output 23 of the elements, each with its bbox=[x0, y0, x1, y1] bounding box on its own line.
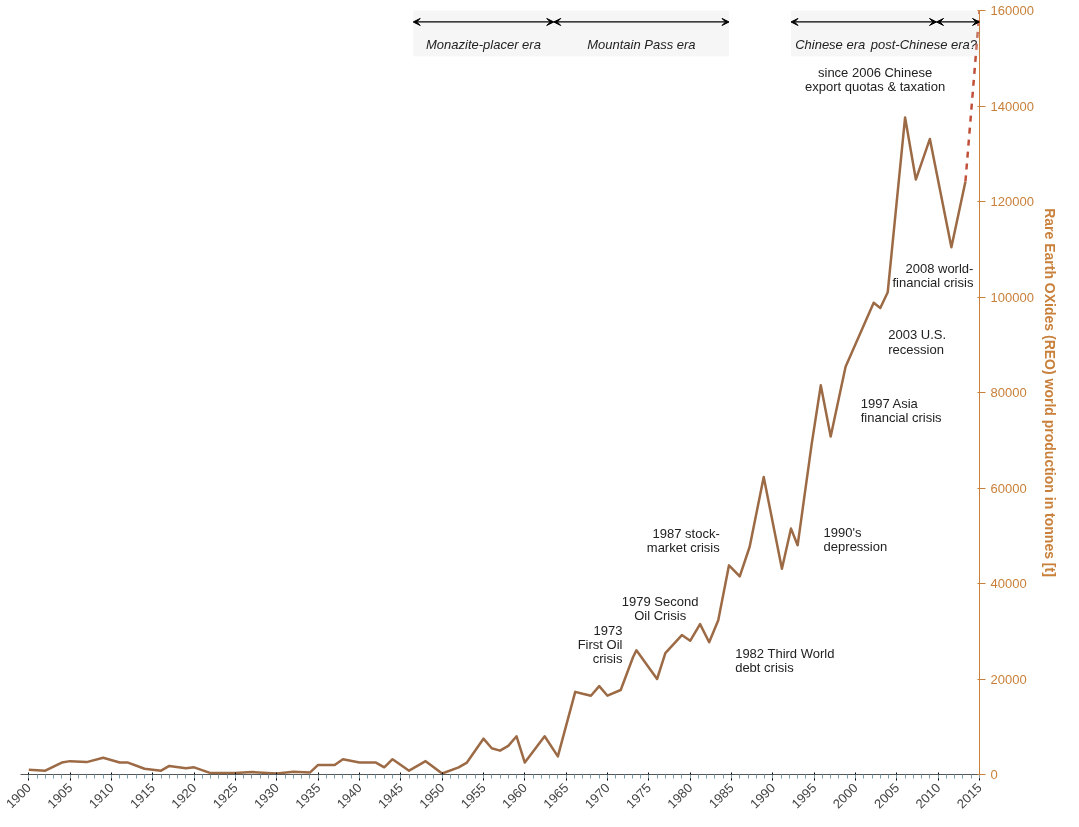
y-tick-label: 0 bbox=[990, 767, 998, 782]
y-tick-label: 160000 bbox=[990, 3, 1034, 18]
y-tick-label: 100000 bbox=[990, 289, 1034, 305]
y-axis-title: Rare Earth OXides (REO) world production in tonnes [t] bbox=[1041, 208, 1058, 577]
y-tick-label: 20000 bbox=[990, 671, 1027, 687]
band-label: post-Chinese era? bbox=[869, 37, 978, 53]
annotation: 2003 U.S. recession bbox=[888, 327, 947, 357]
annotation: 1997 Asia financial crisis bbox=[860, 395, 943, 426]
y-tick-label: 80000 bbox=[990, 385, 1027, 400]
annotation: 2008 world- financial crisis bbox=[892, 260, 974, 290]
band-label: Monazite-placer era bbox=[426, 37, 541, 53]
annotation: 1979 Second Oil Crisis bbox=[621, 594, 699, 624]
y-tick-label: 140000 bbox=[990, 98, 1034, 114]
annotation: 1990's depression bbox=[823, 524, 888, 554]
annotation: 1973 First Oil crisis bbox=[577, 622, 623, 667]
y-tick-label: 40000 bbox=[990, 576, 1027, 591]
band-label: Mountain Pass era bbox=[587, 37, 696, 53]
band-label: Chinese era bbox=[795, 37, 866, 53]
annotation: 1987 stock- market crisis bbox=[646, 525, 721, 555]
y-tick-label: 120000 bbox=[990, 194, 1034, 209]
y-tick-label: 60000 bbox=[990, 480, 1027, 496]
annotation: since 2006 Chinese export quotas & taxation bbox=[804, 64, 946, 95]
annotation: 1982 Third World debt crisis bbox=[735, 645, 835, 675]
